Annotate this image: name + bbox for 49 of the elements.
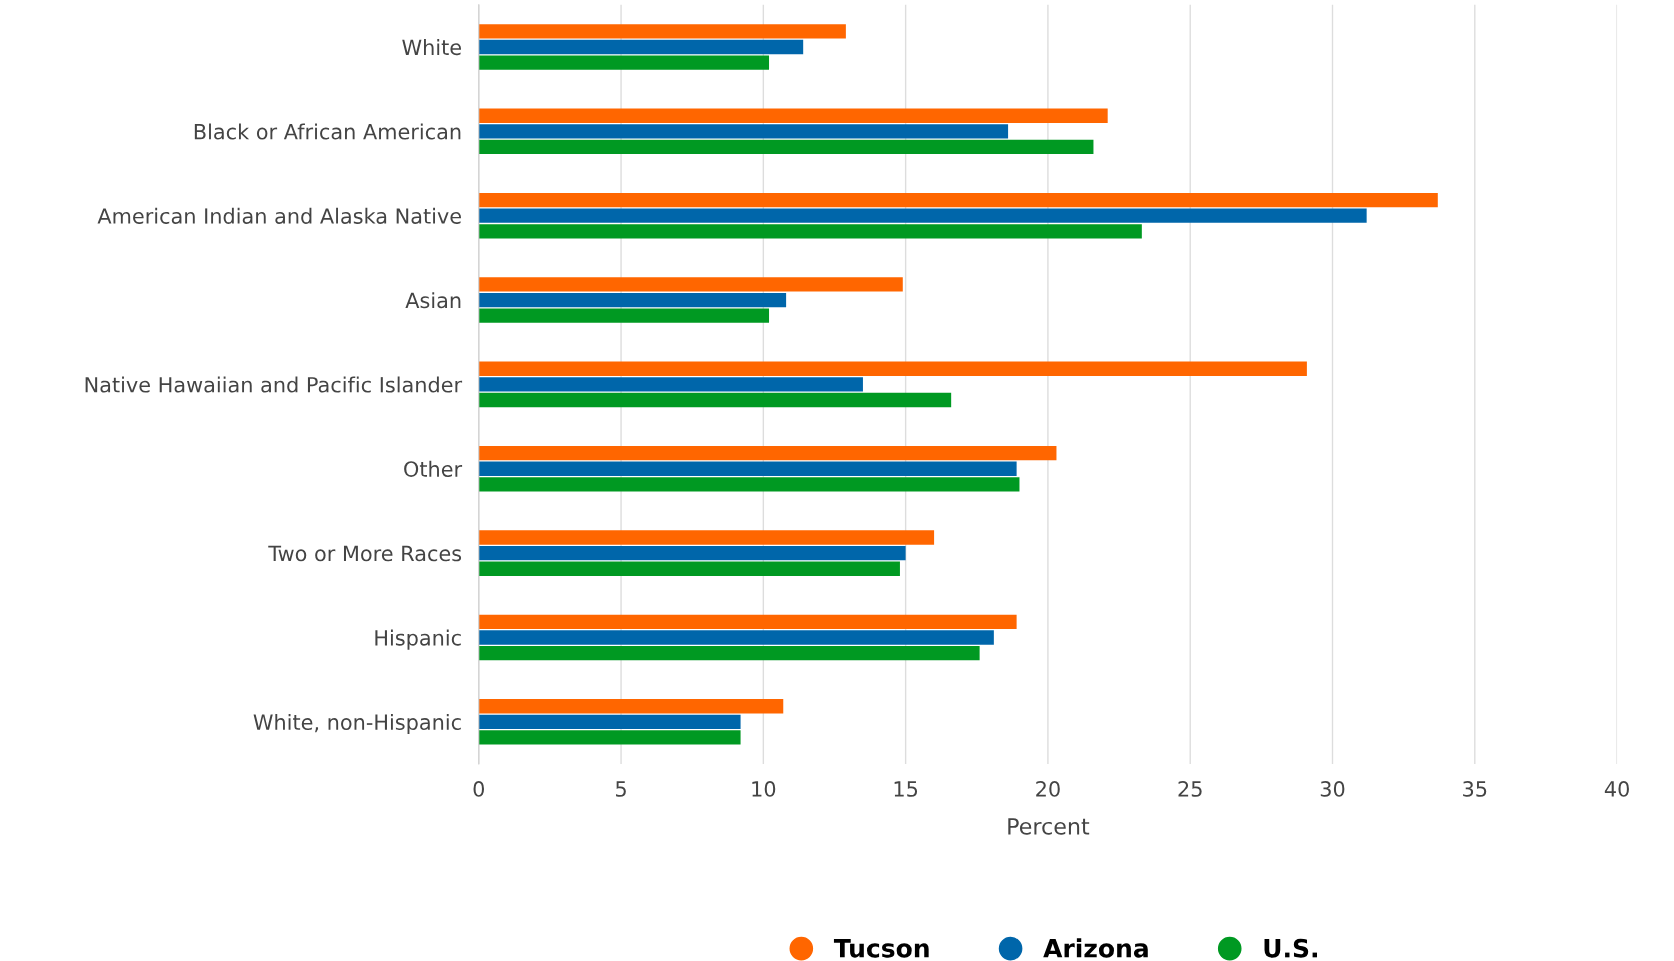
bar [478,192,1438,208]
bar [478,477,1020,492]
legend-label: Arizona [1043,938,1148,958]
x-tick-label: 40 [1604,781,1629,797]
x-tick-label: 5 [616,781,626,797]
bar [478,24,846,39]
bar [478,714,741,729]
bar [478,445,1057,461]
bar [478,645,980,661]
bar [478,108,1108,123]
bar [478,730,741,745]
y-tick-label: Black or African American [194,123,461,140]
x-tick-label: 15 [894,781,918,797]
y-tick-label: American Indian and Alaska Native [97,207,461,224]
bar [478,208,1367,223]
bar [478,392,952,408]
y-tick-label: Native Hawaiian and Pacific Islander [85,376,463,393]
x-tick-label: 0 [473,781,485,797]
bar [478,277,903,292]
bar [478,561,900,576]
y-tick-label: Other [404,460,463,477]
bar [478,699,784,714]
x-tick-label: 20 [1036,781,1060,797]
bar [478,614,1017,630]
x-axis-title: Percent [1008,818,1090,835]
x-tick-label: 25 [1178,781,1202,797]
y-tick-label: Hispanic [375,629,461,650]
bar [478,377,863,392]
legend-label: Tucson [833,939,929,958]
bar [478,139,1094,155]
x-tick-label: 35 [1463,781,1487,797]
y-tick-label: Two or More Races [268,545,462,562]
bar [478,530,935,545]
bar [478,461,1017,476]
bar [478,630,994,645]
legend-label: U.S. [1264,938,1317,958]
y-tick-label: White, non-Hispanic [253,713,461,735]
bar [478,308,770,323]
x-tick-label: 30 [1320,781,1345,797]
bar [478,361,1307,376]
bar [478,124,1009,139]
bar [478,545,906,561]
y-tick-label: Asian [405,292,461,309]
bar [478,55,770,70]
y-tick-label: White [402,39,461,56]
x-tick-label: 10 [752,781,776,797]
bar [478,39,804,55]
bar [478,292,787,308]
bar [478,224,1142,239]
